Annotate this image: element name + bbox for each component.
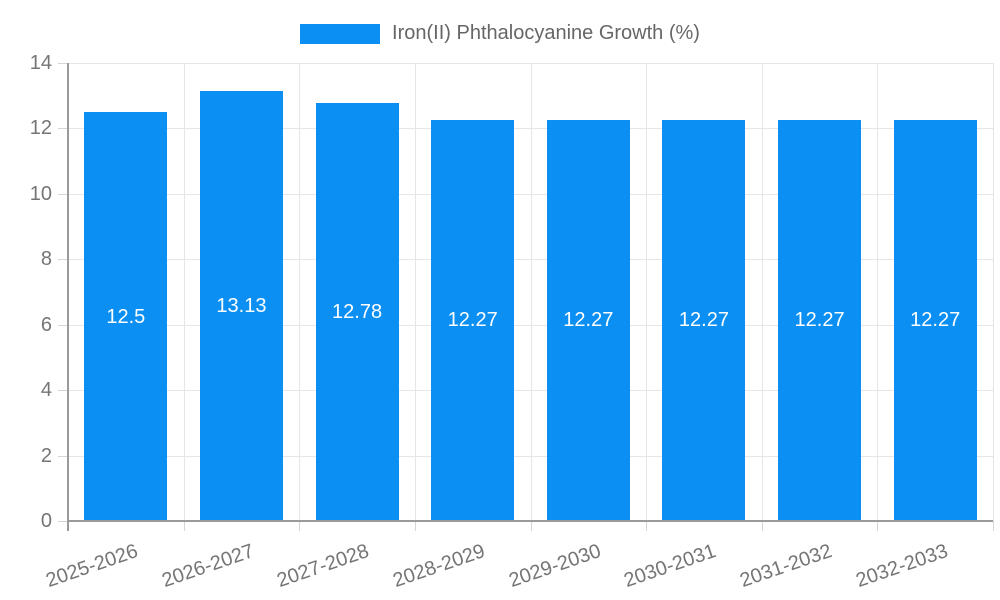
- y-axis-tick: [58, 259, 68, 260]
- bar[interactable]: [778, 119, 862, 521]
- y-gridline: [68, 325, 993, 326]
- bar-value-label: 12.27: [910, 309, 961, 332]
- bar[interactable]: [893, 119, 977, 521]
- bar-value-label: 12.5: [106, 305, 146, 328]
- y-axis-tick: [58, 63, 68, 64]
- x-gridline: [646, 63, 647, 521]
- x-axis-tick-label: 2027-2028: [274, 540, 373, 592]
- legend-swatch: [300, 23, 381, 44]
- bar-value-label: 13.13: [216, 295, 267, 318]
- bar[interactable]: [662, 119, 746, 521]
- bar[interactable]: [431, 119, 515, 521]
- x-axis-tick-label: 2030-2031: [621, 540, 720, 592]
- y-axis-tick: [58, 325, 68, 326]
- y-axis-tick: [58, 390, 68, 391]
- y-axis-tick-label: 4: [40, 379, 52, 401]
- x-axis-tick: [299, 521, 300, 531]
- x-axis-tick: [531, 521, 532, 531]
- y-gridline: [68, 63, 993, 64]
- y-axis-tick-label: 6: [40, 314, 52, 336]
- bar[interactable]: [199, 91, 283, 521]
- y-gridline: [68, 128, 993, 129]
- legend-item[interactable]: Iron(II) Phthalocyanine Growth (%): [0, 22, 1000, 45]
- y-axis-line: [67, 63, 69, 531]
- y-axis-tick-label: 14: [29, 52, 52, 74]
- y-axis-tick-label: 8: [40, 248, 52, 270]
- bar-value-label: 12.27: [678, 309, 729, 332]
- x-axis-tick-label: 2032-2033: [852, 540, 951, 592]
- legend-label: Iron(II) Phthalocyanine Growth (%): [392, 22, 700, 44]
- bar-value-label: 12.27: [563, 309, 614, 332]
- bar[interactable]: [546, 119, 630, 521]
- x-axis-tick: [877, 521, 878, 531]
- y-axis-tick: [58, 194, 68, 195]
- x-gridline: [877, 63, 878, 521]
- bar-value-label: 12.27: [447, 309, 498, 332]
- x-gridline: [531, 63, 532, 521]
- x-axis-tick-label: 2029-2030: [505, 540, 604, 592]
- y-axis-tick: [58, 456, 68, 457]
- x-axis-line: [68, 520, 993, 522]
- bar-value-label: 12.27: [794, 309, 845, 332]
- x-gridline: [299, 63, 300, 521]
- x-axis-tick: [646, 521, 647, 531]
- bar[interactable]: [315, 102, 399, 521]
- x-gridline: [762, 63, 763, 521]
- x-gridline: [415, 63, 416, 521]
- x-gridline: [993, 63, 994, 521]
- y-axis-tick: [58, 521, 68, 522]
- y-axis-tick-label: 2: [40, 445, 52, 467]
- x-axis-tick: [762, 521, 763, 531]
- bar[interactable]: [84, 112, 168, 521]
- y-axis-tick-label: 0: [40, 510, 52, 532]
- x-axis-tick-label: 2031-2032: [737, 540, 835, 592]
- y-axis-tick-label: 10: [29, 183, 52, 205]
- x-axis-tick-label: 2028-2029: [390, 540, 488, 592]
- y-axis-tick-label: 12: [29, 117, 52, 139]
- x-axis-tick: [415, 521, 416, 531]
- x-axis-tick-label: 2026-2027: [158, 540, 257, 592]
- y-gridline: [68, 390, 993, 391]
- x-axis-tick-label: 2025-2026: [43, 540, 141, 592]
- y-gridline: [68, 456, 993, 457]
- bar-value-label: 12.78: [332, 300, 383, 323]
- y-axis-tick: [58, 128, 68, 129]
- y-gridline: [68, 259, 993, 260]
- x-axis-tick: [184, 521, 185, 531]
- y-gridline: [68, 194, 993, 195]
- x-axis-tick: [993, 521, 994, 531]
- x-gridline: [184, 63, 185, 521]
